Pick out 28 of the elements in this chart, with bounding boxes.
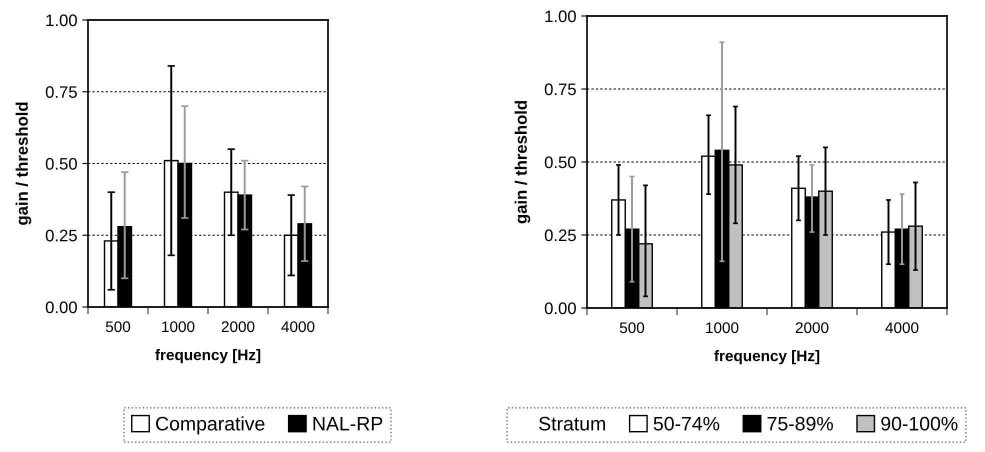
x-tick-label: 4000 [885,322,918,334]
legend-label: Comparative [156,416,264,434]
y-tick-label: 0.00 [544,302,576,314]
x-tick-label: 2000 [796,322,828,334]
x-tick-label: 4000 [281,321,314,332]
y-tick-label: 0.50 [544,156,576,168]
y-axis-title: gain / threshold [16,102,32,225]
y-tick-label: 0.50 [46,158,77,170]
y-tick-label: 0.00 [46,301,77,314]
legend-label: 75-89% [768,416,833,431]
legend-title: Stratum [539,416,605,431]
x-axis-title: frequency [Hz] [714,350,820,364]
x-tick-label: 1000 [162,321,194,332]
y-tick-label: 1.00 [545,10,576,22]
x-tick-label: 500 [620,322,644,334]
x-tick-label: 1000 [706,322,738,334]
y-tick-label: 0.25 [46,230,77,242]
x-tick-label: 500 [106,321,130,332]
y-tick-label: 0.75 [544,83,576,96]
x-axis-title: frequency [Hz] [155,349,260,364]
legend-label: 90-100% [881,416,958,431]
legend-label: 50-74% [654,416,720,431]
y-tick-label: 0.75 [46,86,77,98]
y-tick-label: 1.00 [46,14,77,26]
x-tick-label: 2000 [222,321,254,332]
y-axis-title: gain / threshold [514,101,530,224]
y-tick-label: 0.25 [544,229,576,242]
legend-label: NAL-RP [314,416,382,430]
